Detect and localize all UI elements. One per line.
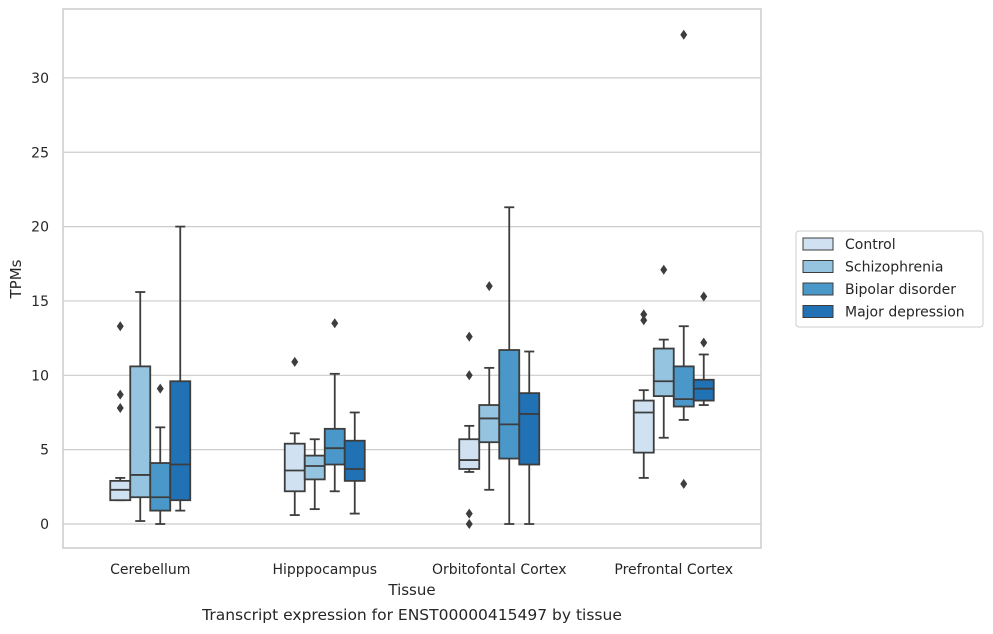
plot-frame	[62, 8, 762, 549]
y-tick-label: 0	[40, 517, 49, 533]
box-iqr	[343, 439, 366, 482]
y-tick-label: 15	[31, 294, 49, 310]
box-bipolar-disorder	[498, 206, 521, 525]
outlier-point	[331, 318, 339, 329]
x-axis-title: Tissue	[387, 581, 435, 599]
box-major-depression	[343, 411, 366, 515]
box-schizophrenia	[478, 281, 501, 491]
legend-label: Major depression	[845, 305, 965, 321]
box-control	[109, 321, 132, 502]
outlier-point	[465, 370, 473, 381]
outlier-point	[700, 291, 708, 302]
x-tick-label: Orbitofontal Cortex	[432, 562, 567, 578]
outlier-point	[700, 337, 708, 348]
outlier-point	[485, 281, 493, 292]
box-iqr	[283, 442, 306, 493]
box-iqr	[672, 365, 695, 408]
outlier-point	[660, 264, 668, 275]
box-schizophrenia	[652, 264, 675, 439]
box-schizophrenia	[129, 291, 152, 522]
outlier-point	[640, 309, 648, 320]
y-tick-label: 5	[40, 443, 49, 459]
box-iqr	[652, 347, 675, 398]
y-tick-label: 25	[31, 145, 49, 161]
box-iqr	[632, 399, 655, 454]
legend: Control Schizophrenia Bipolar disorder Majo…	[795, 230, 984, 328]
legend-swatch	[802, 305, 834, 318]
outlier-point	[680, 478, 688, 489]
box-bipolar-disorder	[149, 383, 172, 525]
outlier-point	[116, 389, 124, 400]
box-iqr	[129, 365, 152, 499]
box-iqr	[478, 404, 501, 444]
outlier-point	[465, 331, 473, 342]
box-iqr	[323, 427, 346, 466]
legend-label: Bipolar disorder	[845, 282, 956, 298]
box-bipolar-disorder	[672, 29, 695, 489]
box-bipolar-disorder	[323, 318, 346, 493]
chart-caption: Transcript expression for ENST0000041549…	[202, 606, 622, 624]
legend-label: Schizophrenia	[845, 260, 943, 276]
outlier-point	[116, 403, 124, 414]
y-tick-label: 30	[31, 71, 49, 87]
outlier-point	[680, 29, 688, 40]
box-iqr	[149, 462, 172, 512]
box-iqr	[169, 380, 192, 502]
legend-swatch	[802, 282, 834, 296]
y-axis-title: TPMs	[7, 259, 25, 299]
y-tick-label: 20	[31, 220, 49, 236]
box-iqr	[458, 438, 481, 470]
x-tick-labels: Cerebellum Hipppocampus Orbitofontal Corte…	[110, 562, 733, 578]
y-tick-label: 10	[31, 368, 49, 384]
box-control	[458, 331, 481, 529]
box-major-depression	[518, 350, 541, 525]
legend-swatch	[802, 260, 834, 273]
boxes	[109, 29, 715, 529]
outlier-point	[291, 356, 299, 367]
box-major-depression	[169, 225, 192, 512]
y-tick-labels: 0 5 10 15 20 25 30	[31, 71, 49, 533]
x-tick-label: Hipppocampus	[272, 562, 377, 578]
box-iqr	[303, 454, 326, 481]
box-iqr	[498, 349, 521, 460]
x-tick-label: Cerebellum	[110, 562, 190, 578]
outlier-point	[116, 321, 124, 332]
box-iqr	[692, 378, 715, 402]
legend-swatch	[802, 237, 834, 251]
x-tick-label: Prefrontal Cortex	[614, 562, 733, 578]
outlier-point	[465, 519, 473, 529]
legend-frame	[795, 230, 984, 328]
outlier-point	[156, 383, 164, 394]
box-major-depression	[692, 291, 715, 406]
outlier-point	[465, 508, 473, 519]
box-iqr	[518, 392, 541, 466]
box-control	[632, 309, 655, 479]
outlier-point	[640, 315, 648, 326]
legend-label: Control	[845, 237, 896, 253]
box-schizophrenia	[303, 438, 326, 511]
gridlines	[63, 77, 761, 525]
box-control	[283, 356, 306, 516]
